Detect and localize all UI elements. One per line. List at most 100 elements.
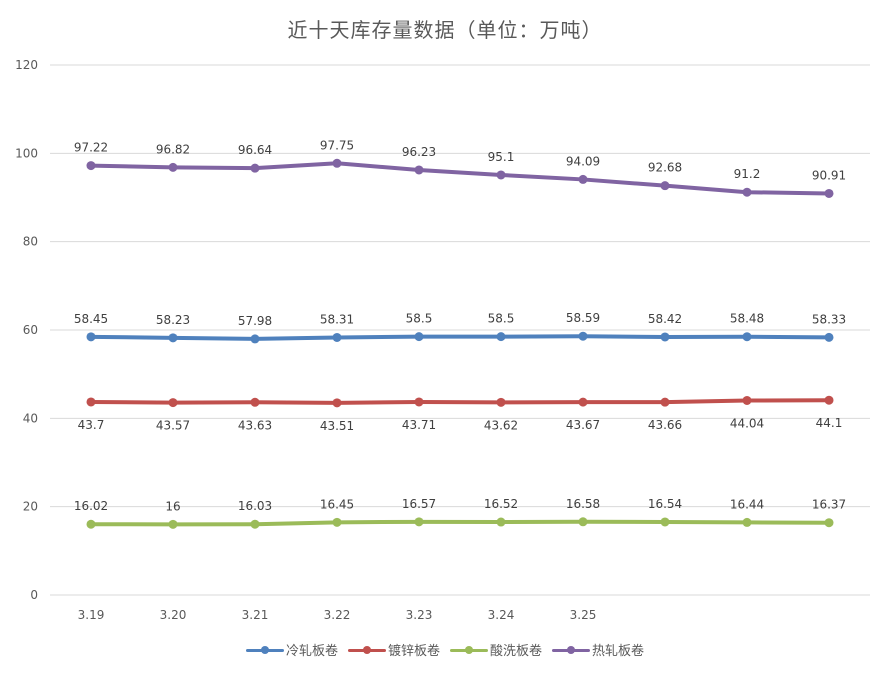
data-label: 44.04 bbox=[730, 416, 764, 430]
legend-label: 冷轧板卷 bbox=[285, 644, 338, 659]
y-tick-label: 20 bbox=[23, 500, 38, 514]
y-tick-label: 120 bbox=[15, 58, 38, 72]
data-label: 95.1 bbox=[488, 150, 515, 164]
data-label: 96.64 bbox=[238, 143, 272, 157]
data-point-marker bbox=[250, 397, 260, 407]
data-point-marker bbox=[250, 334, 260, 344]
data-point-marker bbox=[578, 517, 588, 527]
data-point-marker bbox=[414, 332, 424, 342]
data-label: 16.57 bbox=[402, 497, 436, 511]
data-point-marker bbox=[660, 517, 670, 527]
series-path bbox=[89, 334, 831, 341]
legend-item: 冷轧板卷 bbox=[245, 640, 338, 659]
data-point-marker bbox=[496, 397, 506, 407]
data-label: 90.91 bbox=[812, 168, 846, 182]
data-label: 44.1 bbox=[816, 416, 843, 430]
data-point-marker bbox=[742, 517, 752, 527]
data-point-marker bbox=[332, 398, 342, 408]
data-label: 92.68 bbox=[648, 161, 682, 175]
y-tick-label: 100 bbox=[15, 146, 38, 160]
x-tick-label: 3.19 bbox=[78, 608, 105, 622]
data-label: 43.57 bbox=[156, 419, 190, 433]
series-line: 58.45 58.23 57.98 58.31 58.5 58.5 58.59 58.42 58… bbox=[74, 311, 846, 344]
gridlines bbox=[50, 64, 870, 596]
data-point-marker bbox=[332, 332, 342, 342]
data-label: 94.09 bbox=[566, 154, 600, 168]
legend-item: 酸洗板卷 bbox=[450, 640, 542, 659]
data-point-marker bbox=[332, 158, 342, 168]
data-label: 16.02 bbox=[74, 499, 108, 513]
series-path bbox=[89, 519, 831, 527]
data-label: 96.82 bbox=[156, 142, 190, 156]
x-tick-label: 3.22 bbox=[324, 608, 351, 622]
data-point-marker bbox=[742, 395, 752, 405]
data-label: 16.03 bbox=[238, 499, 272, 513]
data-point-marker bbox=[414, 397, 424, 407]
data-label: 58.5 bbox=[488, 312, 515, 326]
series-group: 58.45 58.23 57.98 58.31 58.5 58.5 58.59 58.42 58… bbox=[74, 138, 846, 529]
series-path bbox=[89, 161, 831, 196]
x-tick-label: 3.24 bbox=[488, 608, 515, 622]
data-point-marker bbox=[496, 170, 506, 180]
series-path bbox=[89, 398, 831, 405]
legend-item: 镀锌板卷 bbox=[347, 640, 440, 659]
data-point-marker bbox=[660, 332, 670, 342]
y-tick-label: 60 bbox=[23, 323, 38, 337]
data-point-marker bbox=[168, 162, 178, 172]
data-label: 43.63 bbox=[238, 418, 272, 432]
series-line: 97.22 96.82 96.64 97.75 96.23 95.1 94.09 92.68 9… bbox=[74, 138, 846, 198]
data-point-marker bbox=[168, 398, 178, 408]
y-tick-label: 40 bbox=[23, 411, 38, 425]
data-point-marker bbox=[824, 518, 834, 528]
x-tick-label: 3.25 bbox=[570, 608, 597, 622]
data-label: 16.37 bbox=[812, 498, 846, 512]
data-point-marker bbox=[496, 332, 506, 342]
data-point-marker bbox=[332, 517, 342, 527]
data-point-marker bbox=[660, 181, 670, 191]
x-tick-label: 3.23 bbox=[406, 608, 433, 622]
y-axis: 0 20 40 60 80 100 120 bbox=[15, 58, 38, 602]
data-point-marker bbox=[824, 332, 834, 342]
data-label: 97.22 bbox=[74, 141, 108, 155]
data-point-marker bbox=[660, 397, 670, 407]
data-label: 58.23 bbox=[156, 313, 190, 327]
legend-label: 镀锌板卷 bbox=[387, 644, 440, 659]
data-point-marker bbox=[250, 163, 260, 173]
data-point-marker bbox=[414, 165, 424, 175]
data-point-marker bbox=[168, 519, 178, 529]
data-point-marker bbox=[168, 333, 178, 343]
data-point-marker bbox=[414, 517, 424, 527]
data-label: 16.45 bbox=[320, 497, 354, 511]
data-label: 58.31 bbox=[320, 312, 354, 326]
data-label: 96.23 bbox=[402, 145, 436, 159]
legend-line-marker-icon bbox=[552, 644, 591, 656]
y-tick-label: 80 bbox=[23, 235, 38, 249]
y-tick-label: 0 bbox=[30, 588, 38, 602]
data-point-marker bbox=[86, 161, 96, 171]
x-axis: 3.19 3.20 3.21 3.22 3.23 3.24 3.25 bbox=[78, 608, 597, 622]
data-label: 58.5 bbox=[406, 312, 433, 326]
data-label: 58.59 bbox=[566, 311, 600, 325]
data-label: 16.44 bbox=[730, 497, 764, 511]
legend-label: 酸洗板卷 bbox=[490, 644, 543, 659]
data-point-marker bbox=[742, 332, 752, 342]
data-label: 58.45 bbox=[74, 312, 108, 326]
data-label: 91.2 bbox=[734, 167, 761, 181]
data-point-marker bbox=[250, 519, 260, 529]
legend-line-marker-icon bbox=[245, 644, 284, 656]
legend-line-marker-icon bbox=[347, 644, 386, 656]
data-point-marker bbox=[86, 397, 96, 407]
data-label: 43.66 bbox=[648, 418, 682, 432]
data-label: 58.33 bbox=[812, 312, 846, 326]
data-point-marker bbox=[578, 174, 588, 184]
data-label: 16.52 bbox=[484, 497, 518, 511]
legend-item: 热轧板卷 bbox=[552, 640, 644, 659]
legend-label: 热轧板卷 bbox=[592, 644, 645, 659]
data-point-marker bbox=[86, 332, 96, 342]
x-tick-label: 3.20 bbox=[160, 608, 187, 622]
data-label: 58.42 bbox=[648, 312, 682, 326]
data-label: 43.51 bbox=[320, 419, 354, 433]
data-point-marker bbox=[824, 188, 834, 198]
data-label: 43.67 bbox=[566, 418, 600, 432]
